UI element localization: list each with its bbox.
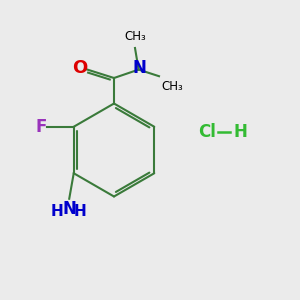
Text: H: H: [233, 123, 247, 141]
Text: H: H: [50, 204, 63, 219]
Text: CH₃: CH₃: [124, 31, 146, 44]
Text: H: H: [74, 204, 86, 219]
Text: CH₃: CH₃: [161, 80, 183, 93]
Text: Cl: Cl: [198, 123, 216, 141]
Text: F: F: [36, 118, 47, 136]
Text: N: N: [62, 200, 76, 218]
Text: O: O: [73, 58, 88, 76]
Text: N: N: [132, 59, 146, 77]
